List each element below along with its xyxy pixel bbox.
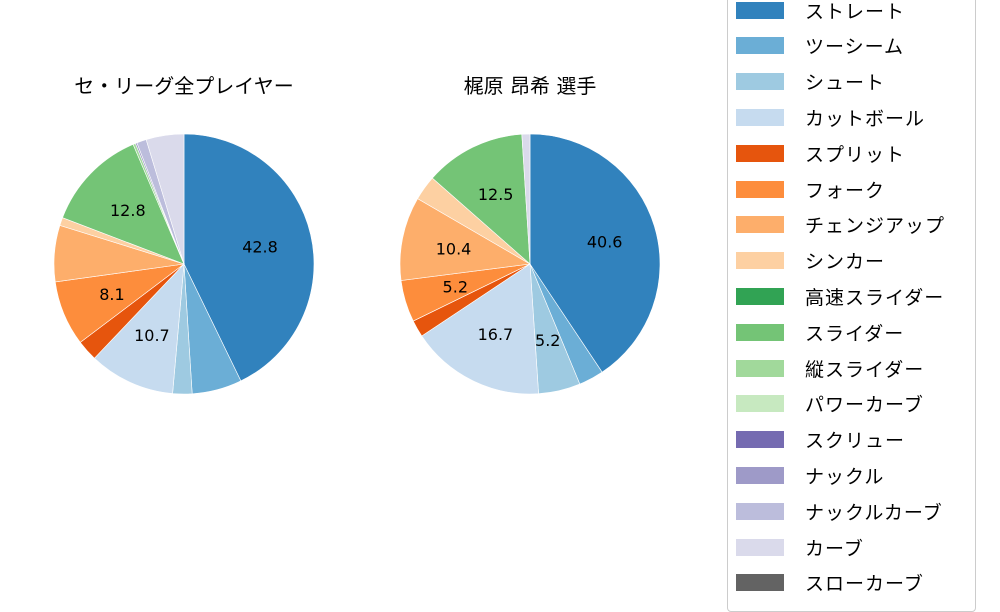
legend-label: ストレート bbox=[805, 0, 906, 23]
legend-item: チェンジアップ bbox=[736, 210, 945, 240]
legend-swatch bbox=[736, 287, 784, 305]
legend-item: 縦スライダー bbox=[736, 353, 924, 383]
pie-value-label: 8.1 bbox=[99, 285, 124, 304]
pie-value-label: 5.2 bbox=[443, 277, 468, 296]
pie-charts: 42.8 10.7 8.1 12.8 40.6 5.2 16.7 5.2 10.4 12.5 bbox=[53, 133, 661, 395]
legend-item: スプリット bbox=[736, 138, 905, 168]
legend-item: カーブ bbox=[736, 532, 864, 562]
pie-slice bbox=[145, 133, 185, 265]
pie-player: 40.6 5.2 16.7 5.2 10.4 12.5 bbox=[399, 133, 661, 395]
pie-slice bbox=[62, 143, 185, 265]
pie-slice bbox=[521, 133, 531, 265]
legend-item: スライダー bbox=[736, 317, 904, 347]
pie-value-label: 12.8 bbox=[110, 201, 146, 220]
legend-item: カットボール bbox=[736, 102, 925, 132]
legend-label: スライダー bbox=[805, 322, 905, 345]
legend-label: ツーシーム bbox=[805, 36, 905, 59]
pie-slice bbox=[183, 133, 315, 382]
legend-item: スクリュー bbox=[736, 425, 905, 455]
legend-item: ナックルカーブ bbox=[736, 496, 943, 526]
legend-label: チェンジアップ bbox=[805, 215, 946, 238]
legend-label: スローカーブ bbox=[805, 573, 924, 596]
pie-value-label: 40.6 bbox=[587, 232, 623, 251]
legend-label: ナックルカーブ bbox=[805, 501, 943, 524]
chart-title-player: 梶原 昂希 選手 bbox=[463, 74, 597, 98]
legend-swatch bbox=[736, 359, 784, 377]
legend-item: シンカー bbox=[736, 246, 885, 276]
pie-value-label: 12.5 bbox=[478, 185, 514, 204]
pie-slice bbox=[93, 263, 185, 394]
pie-slice bbox=[421, 263, 539, 395]
legend-swatch bbox=[736, 466, 784, 484]
legend-swatch bbox=[736, 574, 784, 592]
legend-item: スローカーブ bbox=[736, 568, 924, 598]
chart-title-league: セ・リーグ全プレイヤー bbox=[74, 74, 294, 98]
legend-label: シュート bbox=[805, 72, 886, 95]
legend-label: シンカー bbox=[805, 251, 886, 274]
legend-label: 縦スライダー bbox=[805, 358, 925, 381]
legend-swatch bbox=[736, 73, 784, 91]
pie-league: 42.8 10.7 8.1 12.8 bbox=[53, 133, 315, 395]
legend-label: カーブ bbox=[805, 537, 864, 560]
legend-label: ナックル bbox=[805, 465, 885, 488]
legend-item: ツーシーム bbox=[736, 31, 904, 61]
legend-swatch bbox=[736, 395, 784, 413]
legend-label: スクリュー bbox=[805, 430, 906, 453]
legend-swatch bbox=[736, 323, 784, 341]
legend-item: 高速スライダー bbox=[736, 281, 944, 311]
legend-label: パワーカーブ bbox=[805, 394, 924, 417]
legend-label: フォーク bbox=[805, 179, 886, 202]
legend-label: 高速スライダー bbox=[805, 286, 945, 309]
legend-swatch bbox=[736, 144, 784, 162]
pie-value-label: 16.7 bbox=[478, 325, 514, 344]
pie-value-label: 10.4 bbox=[436, 240, 472, 259]
legend-swatch bbox=[736, 502, 784, 520]
pie-slice bbox=[431, 133, 531, 265]
legend-swatch bbox=[736, 538, 784, 556]
legend-swatch bbox=[736, 108, 784, 126]
legend-label: スプリット bbox=[805, 143, 906, 166]
legend-swatch bbox=[736, 252, 784, 270]
legend-item: フォーク bbox=[736, 174, 885, 204]
pie-slice bbox=[399, 198, 531, 281]
legend-item: パワーカーブ bbox=[736, 389, 924, 419]
legend-swatch bbox=[736, 180, 784, 198]
legend-swatch bbox=[736, 431, 784, 449]
legend-label: カットボール bbox=[805, 107, 926, 130]
pie-value-label: 5.2 bbox=[535, 331, 560, 350]
legend-swatch bbox=[736, 216, 784, 234]
legend: ストレートツーシームシュートカットボール スプリットフォークチェンジアップ シンカー… bbox=[727, 0, 976, 612]
legend-item: シュート bbox=[736, 67, 885, 97]
pie-value-label: 10.7 bbox=[134, 326, 170, 345]
pie-value-label: 42.8 bbox=[242, 238, 278, 257]
legend-swatch bbox=[736, 1, 784, 19]
legend-item: ナックル bbox=[736, 460, 884, 490]
legend-item: ストレート bbox=[736, 0, 905, 25]
legend-swatch bbox=[736, 37, 784, 55]
